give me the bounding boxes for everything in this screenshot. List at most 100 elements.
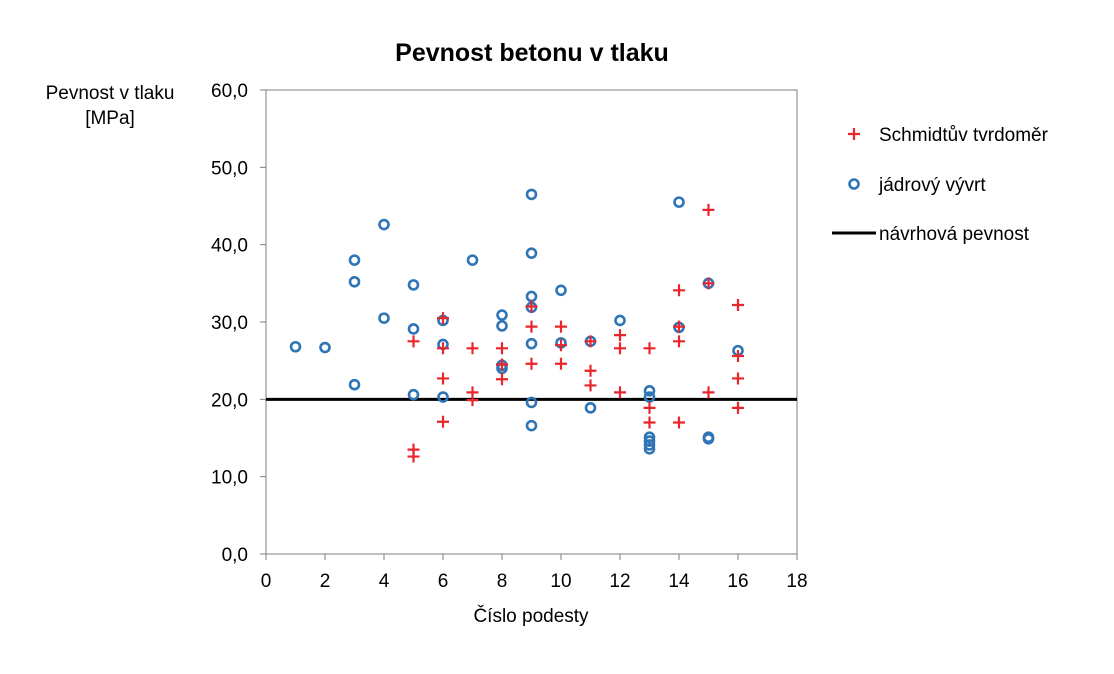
schmidt-hammer-point: [732, 298, 744, 311]
x-axis-label: Číslo podesty: [473, 605, 589, 627]
schmidt-hammer-point: [555, 339, 567, 352]
y-axis-label-line-2: [MPa]: [85, 108, 135, 129]
schmidt-hammer-point: [555, 357, 567, 370]
schmidt-hammer-point: [525, 357, 538, 370]
schmidt-hammer-point: [407, 450, 420, 463]
core-sample-point: [525, 419, 538, 432]
schmidt-hammer-point: [643, 416, 656, 429]
y-axis-label-line-1: Pevnost v tlaku: [46, 83, 175, 104]
core-sample-series: [289, 188, 744, 455]
core-sample-point: [407, 323, 420, 335]
schmidt-hammer-series: [407, 203, 744, 463]
core-sample-point: [378, 312, 390, 324]
schmidt-hammer-point: [702, 203, 715, 216]
legend: Schmidtův tvrdoměr jádrový vývrt návrhová …: [832, 125, 1049, 245]
schmidt-hammer-point: [466, 394, 479, 407]
core-sample-point: [673, 196, 685, 208]
schmidt-hammer-point: [555, 320, 567, 333]
legend-circle-marker: [848, 178, 860, 190]
schmidt-hammer-point: [702, 277, 715, 290]
schmidt-hammer-point: [673, 335, 685, 348]
schmidt-hammer-point: [614, 342, 626, 355]
y-tick-label: 30,0: [211, 313, 248, 334]
core-sample-point: [496, 320, 508, 332]
core-sample-point: [525, 290, 538, 303]
schmidt-hammer-point: [584, 364, 597, 377]
schmidt-hammer-point: [437, 415, 449, 428]
schmidt-hammer-point: [702, 386, 715, 399]
core-sample-point: [643, 391, 656, 403]
schmidt-hammer-point: [525, 320, 538, 333]
x-tick-label: 0: [261, 571, 272, 592]
y-tick-label: 0,0: [222, 545, 248, 566]
core-sample-point: [584, 402, 597, 414]
y-tick-label: 60,0: [211, 81, 248, 102]
x-tick-label: 2: [320, 571, 331, 592]
core-sample-point: [319, 341, 331, 354]
schmidt-hammer-point: [584, 335, 597, 348]
core-sample-point: [289, 340, 302, 353]
x-tick-label: 10: [550, 571, 571, 592]
x-tick-label: 18: [786, 571, 807, 592]
y-tick-label: 20,0: [211, 390, 248, 411]
schmidt-hammer-point: [437, 312, 449, 325]
schmidt-hammer-point: [673, 284, 685, 297]
y-tick-label: 40,0: [211, 236, 248, 257]
schmidt-hammer-point: [732, 372, 744, 385]
legend-label: jádrový vývrt: [878, 175, 986, 196]
schmidt-hammer-point: [437, 342, 449, 355]
core-sample-point: [407, 388, 420, 401]
core-sample-point: [437, 391, 449, 403]
core-sample-point: [525, 188, 538, 201]
x-tick-label: 16: [727, 571, 748, 592]
core-sample-point: [643, 439, 656, 451]
schmidt-hammer-point: [437, 372, 449, 385]
legend-item: Schmidtův tvrdoměr: [848, 125, 1049, 146]
schmidt-hammer-point: [732, 350, 744, 363]
schmidt-hammer-point: [673, 320, 685, 333]
schmidt-hammer-point: [466, 342, 479, 355]
schmidt-hammer-point: [496, 358, 508, 371]
schmidt-hammer-point: [496, 342, 508, 355]
core-sample-point: [348, 254, 361, 266]
core-sample-point: [555, 284, 567, 297]
y-axis-ticks: 0,0 10,0 20,0 30,0 40,0 50,0 60,0: [211, 81, 266, 566]
x-tick-label: 12: [609, 571, 630, 592]
core-sample-point: [378, 218, 390, 231]
chart-title: Pevnost betonu v tlaku: [395, 39, 669, 67]
core-sample-point: [525, 247, 538, 259]
y-tick-label: 50,0: [211, 158, 248, 179]
core-sample-point: [702, 432, 715, 445]
x-tick-label: 6: [438, 571, 449, 592]
legend-item: návrhová pevnost: [832, 224, 1030, 245]
schmidt-hammer-point: [584, 379, 597, 392]
core-sample-point: [643, 443, 656, 455]
legend-item: jádrový vývrt: [848, 175, 986, 196]
core-sample-point: [643, 385, 656, 397]
core-sample-point: [525, 337, 538, 350]
x-tick-label: 8: [497, 571, 508, 592]
core-sample-point: [614, 314, 626, 327]
core-sample-point: [466, 254, 479, 266]
legend-plus-marker: [848, 128, 860, 140]
core-sample-point: [348, 275, 361, 288]
schmidt-hammer-point: [614, 386, 626, 399]
x-axis-ticks: 0 2 4 6 8 10 12 14 16 18: [261, 554, 808, 592]
legend-label: Schmidtův tvrdoměr: [879, 125, 1049, 146]
legend-label: návrhová pevnost: [879, 224, 1030, 245]
schmidt-hammer-point: [496, 373, 508, 386]
schmidt-hammer-point: [407, 335, 420, 348]
schmidt-hammer-point: [643, 342, 656, 355]
y-tick-label: 10,0: [211, 468, 248, 489]
x-tick-label: 4: [379, 571, 390, 592]
core-sample-point: [407, 279, 420, 291]
core-sample-point: [348, 378, 361, 391]
x-tick-label: 14: [668, 571, 690, 592]
schmidt-hammer-point: [732, 401, 744, 414]
schmidt-hammer-point: [643, 401, 656, 414]
core-sample-point: [496, 309, 508, 321]
schmidt-hammer-point: [525, 300, 538, 313]
schmidt-hammer-point: [673, 416, 685, 429]
